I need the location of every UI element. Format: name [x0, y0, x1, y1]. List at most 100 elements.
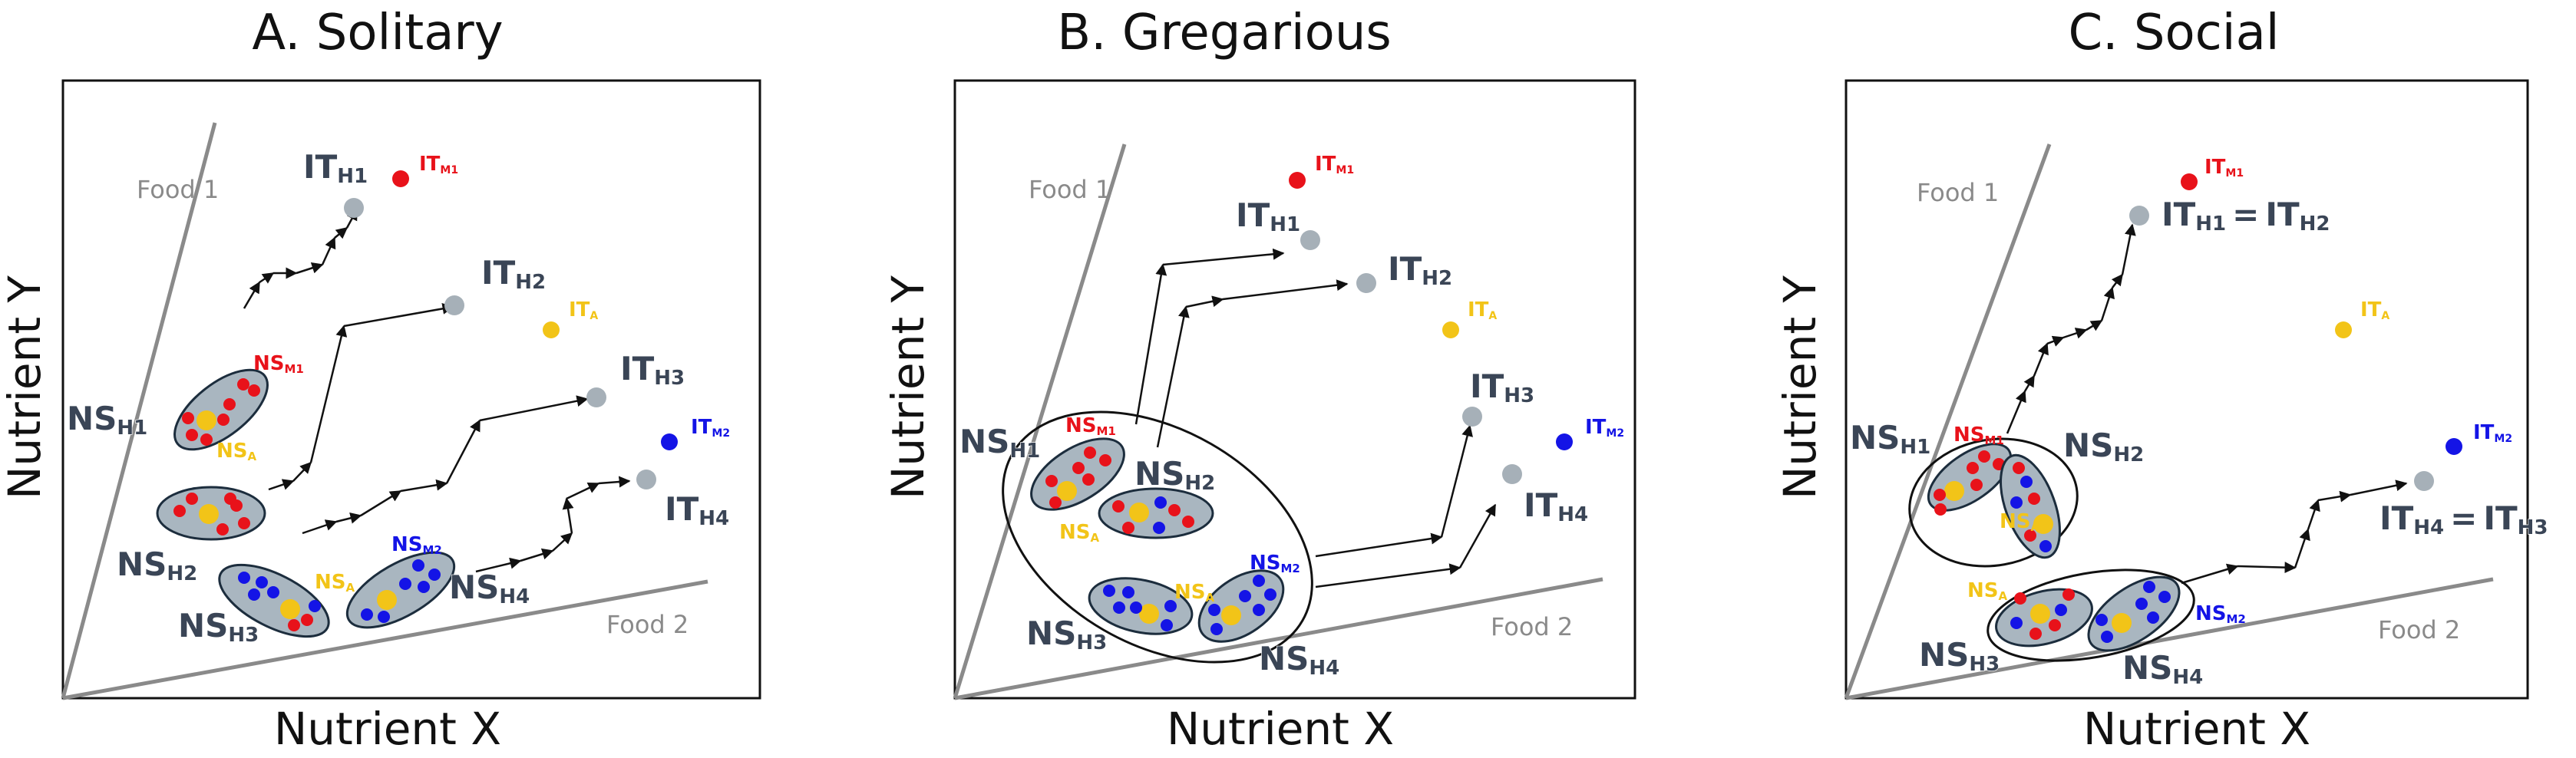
svg-text:NSH2: NSH2 — [117, 545, 197, 585]
trajectory-arrows — [243, 208, 631, 573]
svg-text:NSA: NSA — [1967, 579, 2008, 603]
svg-text:ITH4: ITH4 — [1524, 486, 1588, 526]
svg-text:ITH2: ITH2 — [1388, 250, 1452, 290]
panel-frame — [1844, 79, 2529, 700]
host-intake-target-icon — [586, 387, 606, 407]
svg-text:ITH4: ITH4 — [665, 490, 729, 530]
group-ellipse — [1908, 437, 2079, 568]
label-it-h4: ITH4 — [664, 489, 730, 530]
label-ns-h4: NSH4 — [1258, 639, 1340, 680]
label-ns-m1: NSM1 — [253, 352, 304, 376]
y-axis-label: Nutrient Y — [1774, 275, 1826, 499]
label-ns-a: NSA — [1174, 581, 1215, 605]
cluster-ellipse-icon — [1995, 588, 2093, 648]
label-ns-h3: NSH3 — [177, 606, 259, 647]
label-it-a: ITA — [1468, 298, 1497, 322]
host-intake-target-icon — [1300, 230, 1320, 250]
cluster-ellipse-icon — [1088, 577, 1194, 635]
svg-text:ITM1: ITM1 — [419, 153, 458, 176]
label-ns-h1: NSH1 — [1849, 418, 1931, 459]
food1-rail — [61, 122, 217, 699]
cluster-ellipse-icon — [2000, 453, 2061, 559]
svg-text:NSH3: NSH3 — [1919, 636, 2000, 676]
svg-text:ITH2: ITH2 — [481, 254, 546, 294]
svg-text:ITM1: ITM1 — [2204, 156, 2244, 180]
label-it-m1: ITM1 — [419, 153, 458, 176]
svg-text:NSH2: NSH2 — [1134, 455, 1215, 495]
svg-text:NSH3: NSH3 — [178, 607, 259, 647]
label-it-h2: ITH2 — [1387, 249, 1453, 290]
label-ns-h4: NSH4 — [448, 568, 530, 608]
microbe-intake-target-icon — [1289, 172, 1306, 189]
svg-text:NSA: NSA — [315, 571, 355, 595]
cluster-ellipse-icon — [345, 551, 456, 629]
cluster-ellipse-icon — [1098, 487, 1214, 539]
label-it-m2: ITM2 — [691, 416, 730, 440]
svg-text:ITH1=ITH2: ITH1 = ITH2 — [2162, 196, 2330, 236]
host-intake-target-icon — [636, 470, 656, 489]
panel-title: B. Gregarious — [1057, 5, 1391, 61]
svg-text:ITA: ITA — [569, 298, 598, 322]
host-intake-target-icon — [1462, 407, 1482, 427]
label-ns-m1: NSM1 — [1065, 414, 1116, 438]
panel-a: A. Solitary Nutrient Y Nutrient X Food 1… — [0, 5, 761, 755]
svg-text:NSA: NSA — [2000, 510, 2040, 534]
label-it-m2: ITM2 — [1585, 416, 1624, 440]
food2-label: Food 2 — [606, 610, 689, 639]
host-intake-target-icon — [1502, 464, 1522, 484]
group-ellipse — [1986, 568, 2195, 662]
svg-text:NSH1: NSH1 — [1850, 419, 1930, 459]
x-axis-label: Nutrient X — [274, 703, 501, 755]
label-it-m1: ITM1 — [1315, 153, 1354, 176]
panel-title: A. Solitary — [252, 5, 503, 61]
label-ns-m1: NSM1 — [1953, 423, 2004, 447]
label-it-h1-eq-h2: ITH1 = ITH2 — [2161, 195, 2330, 236]
host-intake-target-icon — [444, 295, 464, 315]
panel-title: C. Social — [2068, 5, 2279, 61]
svg-text:ITM2: ITM2 — [1585, 416, 1624, 440]
cluster-ellipse-icon — [2087, 575, 2181, 652]
label-ns-h3: NSH3 — [1025, 614, 1108, 654]
label-it-h1: ITH1 — [302, 147, 368, 188]
label-ns-h4: NSH4 — [2122, 648, 2204, 689]
microbe-intake-target-icon — [392, 170, 409, 187]
svg-text:ITH4=ITH3: ITH4 = ITH3 — [2379, 499, 2548, 539]
cluster-ellipse-icon — [156, 486, 266, 541]
label-it-a: ITA — [569, 298, 598, 322]
panel-frame — [953, 79, 1636, 700]
food1-rail — [1844, 143, 2052, 699]
panel-b: B. Gregarious Nutrient Y Nutrient X Food… — [882, 5, 1636, 755]
label-ns-h2: NSH2 — [116, 545, 198, 585]
food1-label: Food 1 — [1029, 175, 1111, 204]
svg-text:NSM2: NSM2 — [391, 533, 442, 557]
label-ns-m2: NSM2 — [391, 533, 442, 557]
svg-text:NSM1: NSM1 — [1065, 414, 1116, 438]
label-it-a: ITA — [2360, 298, 2389, 322]
svg-text:ITA: ITA — [1468, 298, 1497, 322]
svg-text:NSA: NSA — [1174, 581, 1215, 605]
svg-text:NSH4: NSH4 — [449, 568, 530, 608]
label-it-m1: ITM1 — [2204, 156, 2244, 180]
host-intake-target-icon — [1356, 273, 1376, 293]
food2-label: Food 2 — [1491, 612, 1573, 641]
svg-text:NSH3: NSH3 — [1026, 615, 1107, 654]
label-it-m2: ITM2 — [2473, 421, 2512, 445]
microbe-intake-target-icon — [2446, 438, 2462, 455]
panel-frame — [61, 79, 761, 700]
label-it-h1: ITH1 — [1235, 196, 1301, 236]
svg-text:NSH2: NSH2 — [2063, 427, 2144, 466]
label-ns-a: NSA — [2000, 510, 2040, 534]
food2-rail — [62, 579, 708, 700]
microbe-intake-target-icon — [1442, 321, 1459, 338]
x-axis-label: Nutrient X — [2083, 703, 2310, 755]
svg-text:NSM2: NSM2 — [1250, 552, 1300, 575]
food2-label: Food 2 — [2378, 615, 2460, 644]
svg-text:ITM2: ITM2 — [2473, 421, 2512, 445]
svg-text:NSM2: NSM2 — [2195, 602, 2246, 626]
svg-text:ITH3: ITH3 — [1470, 367, 1534, 407]
svg-text:NSM1: NSM1 — [1953, 423, 2004, 447]
svg-text:ITA: ITA — [2360, 298, 2389, 322]
label-it-h4-eq-h3: ITH4 = ITH3 — [2379, 499, 2548, 539]
food1-label: Food 1 — [1917, 178, 1999, 207]
